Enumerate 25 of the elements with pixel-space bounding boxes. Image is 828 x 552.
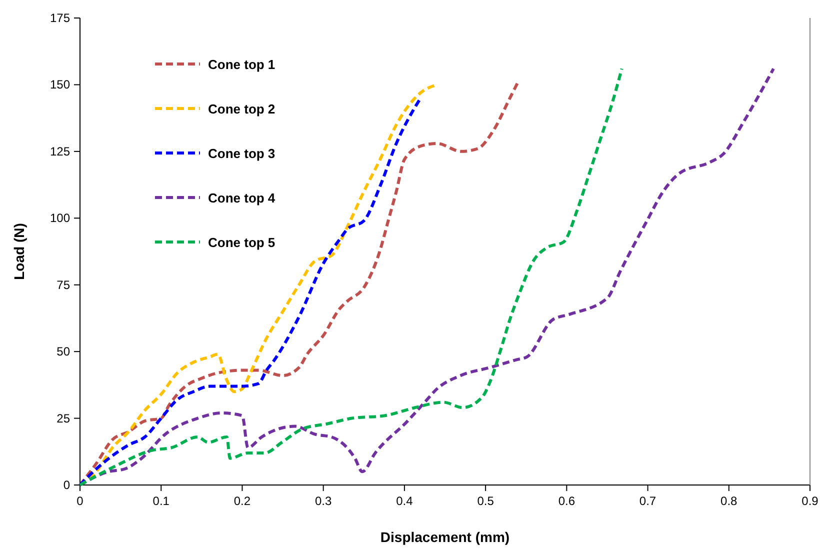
x-tick-label: 0.4 — [396, 494, 414, 508]
legend-label: Cone top 3 — [208, 146, 276, 161]
x-tick-label: 0.3 — [314, 494, 332, 508]
y-tick-label: 75 — [56, 278, 70, 292]
y-tick-label: 150 — [50, 78, 70, 92]
x-tick-label: 0.8 — [720, 494, 738, 508]
x-tick-label: 0 — [76, 494, 84, 508]
legend-label: Cone top 5 — [208, 235, 276, 250]
y-tick-label: 0 — [63, 478, 70, 492]
y-tick-label: 25 — [56, 411, 70, 426]
x-tick-label: 0.2 — [234, 494, 251, 508]
x-tick-label: 0.5 — [477, 494, 494, 508]
x-tick-label: 0.9 — [802, 494, 819, 508]
legend-label: Cone top 1 — [208, 57, 276, 72]
y-axis-title: Load (N) — [11, 223, 27, 280]
x-tick-label: 0.1 — [152, 494, 170, 508]
legend-label: Cone top 4 — [208, 190, 276, 206]
y-tick-label: 175 — [50, 11, 70, 25]
x-axis-title: Displacement (mm) — [380, 529, 510, 545]
y-tick-label: 100 — [50, 211, 70, 226]
x-tick-label: 0.6 — [558, 494, 576, 508]
y-tick-label: 50 — [56, 344, 70, 359]
y-tick-label: 125 — [50, 144, 70, 158]
legend-label: Cone top 2 — [208, 102, 276, 116]
x-tick-label: 0.7 — [639, 494, 656, 508]
